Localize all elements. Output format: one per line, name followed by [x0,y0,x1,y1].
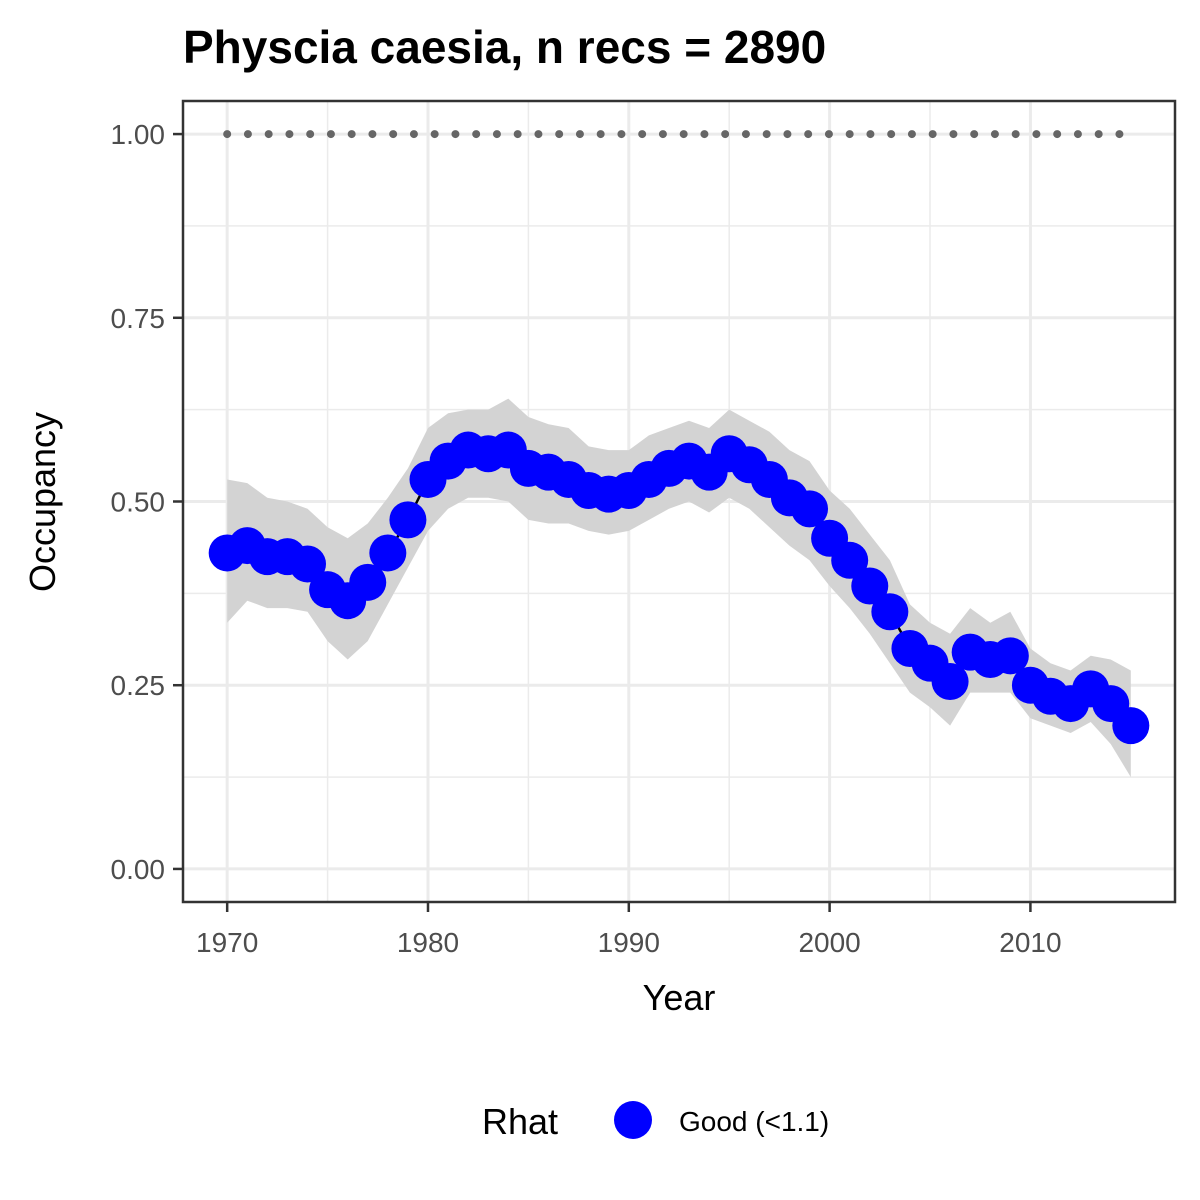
data-point [871,593,909,631]
data-point [389,501,427,539]
y-tick-label: 1.00 [111,119,166,150]
y-axis-title: Occupancy [22,412,63,592]
data-point [1112,707,1150,745]
y-tick-label: 0.75 [111,303,166,334]
x-tick-label: 1970 [196,927,258,958]
data-point [991,637,1029,675]
legend-label-good: Good (<1.1) [679,1106,829,1137]
axes: 0.00 0.25 0.50 0.75 1.00 1970 1980 1990 2000 2010 [111,119,1062,958]
data-point [289,545,327,583]
x-tick-label: 1980 [397,927,459,958]
legend-key-good [614,1101,652,1139]
data-point [791,490,829,528]
chart-title: Physcia caesia, n recs = 2890 [183,21,826,73]
credible-interval-ribbon [227,398,1131,778]
occupancy-points [208,431,1150,745]
ci-ribbon [227,398,1131,778]
data-point [369,534,407,572]
y-tick-label: 0.00 [111,854,166,885]
data-point [831,541,869,579]
legend: Rhat Good (<1.1) [482,1101,829,1142]
x-tick-label: 1990 [598,927,660,958]
y-tick-label: 0.25 [111,670,166,701]
data-point [349,563,387,601]
legend-title: Rhat [482,1101,558,1142]
x-axis-title: Year [643,977,716,1018]
y-tick-label: 0.50 [111,487,166,518]
x-tick-label: 2010 [999,927,1061,958]
x-tick-label: 2000 [798,927,860,958]
data-point [931,663,969,701]
data-point [851,567,889,605]
